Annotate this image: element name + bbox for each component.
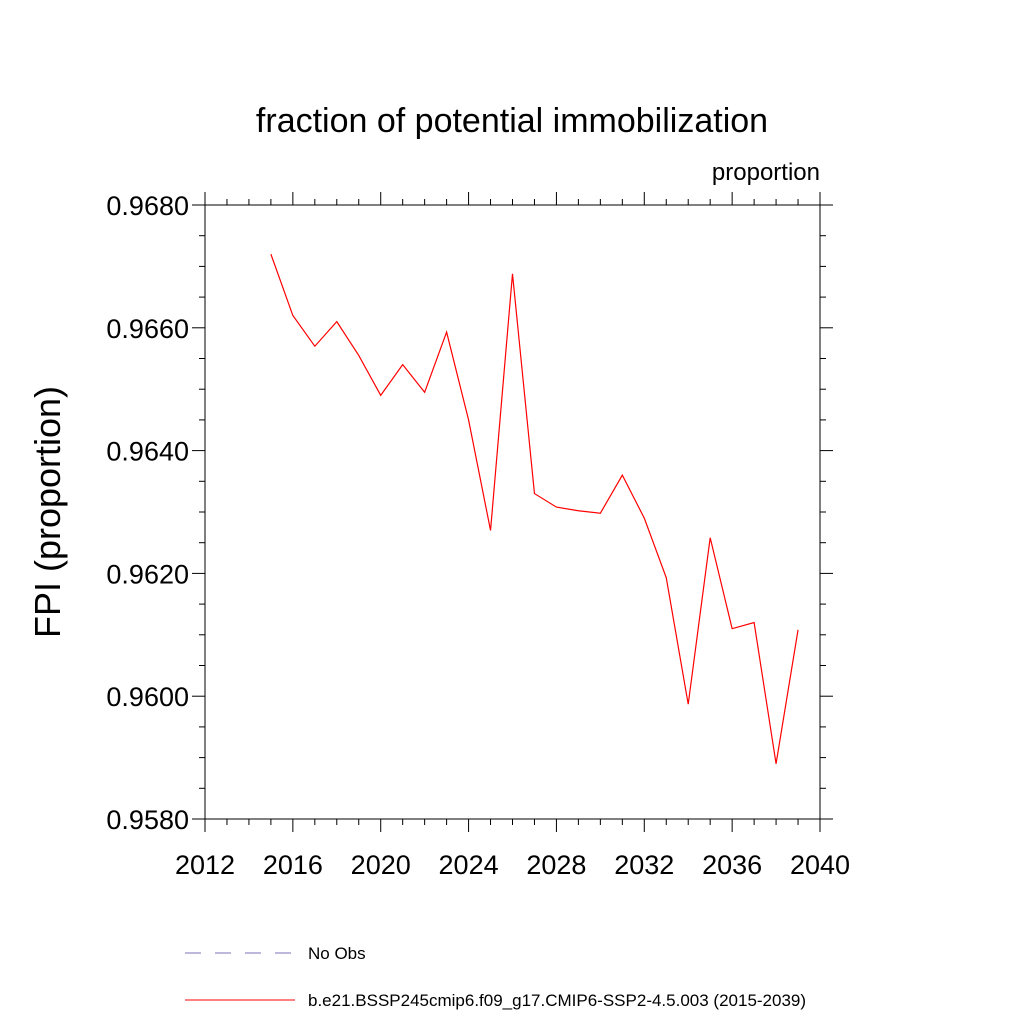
x-tick-label: 2032 bbox=[614, 850, 674, 880]
y-tick-label: 0.9680 bbox=[106, 191, 189, 221]
legend: No Obs b.e21.BSSP245cmip6.f09_g17.CMIP6-S… bbox=[185, 944, 806, 1010]
y-tick-label: 0.9640 bbox=[106, 437, 189, 467]
x-tick-label: 2012 bbox=[175, 850, 235, 880]
x-tick-labels: 2012 2016 2020 2024 2028 2032 2036 2040 bbox=[175, 850, 850, 880]
series-line bbox=[270, 253, 799, 764]
y-axis-ticks bbox=[192, 204, 833, 820]
x-tick-label: 2016 bbox=[263, 850, 323, 880]
x-axis-ticks bbox=[204, 192, 821, 832]
x-tick-label: 2024 bbox=[439, 850, 499, 880]
units-label: proportion bbox=[712, 159, 820, 186]
x-tick-label: 2036 bbox=[702, 850, 762, 880]
y-tick-labels: 0.9580 0.9600 0.9620 0.9640 0.9660 0.9680 bbox=[106, 191, 189, 835]
chart-title: fraction of potential immobilization bbox=[256, 102, 768, 140]
x-tick-label: 2040 bbox=[790, 850, 850, 880]
x-tick-label: 2020 bbox=[351, 850, 411, 880]
series-layer bbox=[270, 253, 799, 764]
legend-label: No Obs bbox=[308, 944, 366, 963]
y-tick-label: 0.9580 bbox=[106, 805, 189, 835]
y-axis-label: FPI (proportion) bbox=[27, 386, 68, 638]
plot-frame bbox=[204, 204, 821, 820]
y-tick-label: 0.9620 bbox=[106, 559, 189, 589]
legend-label: b.e21.BSSP245cmip6.f09_g17.CMIP6-SSP2-4.… bbox=[308, 991, 806, 1010]
y-tick-label: 0.9600 bbox=[106, 682, 189, 712]
x-tick-label: 2028 bbox=[526, 850, 586, 880]
y-tick-label: 0.9660 bbox=[106, 314, 189, 344]
